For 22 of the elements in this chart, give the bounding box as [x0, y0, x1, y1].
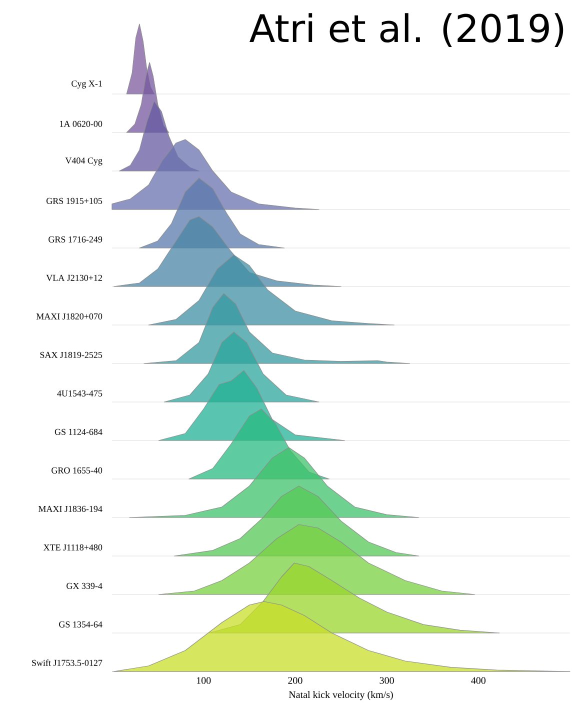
- y-axis-title: GRS 1915+105: [46, 198, 102, 204]
- y-axis-title: GRS 1716-249: [48, 236, 102, 242]
- x-axis-title: Natal kick velocity (km/s): [288, 691, 393, 700]
- y-axis-title: XTE J1118+480: [44, 544, 102, 550]
- y-axis-title: 4U1543-475: [57, 390, 102, 396]
- y-axis-title: SAX J1819-2525: [40, 352, 102, 358]
- y-axis-title: V404 Cyg: [65, 158, 102, 166]
- y-axis-title: MAXI J1820+070: [36, 313, 102, 320]
- y-axis-title: GS 1354-64: [59, 621, 102, 628]
- y-axis-title: GS 1124-684: [54, 428, 102, 435]
- y-axis-title: GRO 1655-40: [52, 467, 102, 474]
- y-axis-title: Cyg X-1: [72, 80, 102, 88]
- y-axis-title: Swift J1753.5-0127: [32, 659, 102, 666]
- y-axis-title: 1A 0620-00: [60, 120, 102, 127]
- x-tick-label: 400: [471, 677, 486, 684]
- x-tick-label: 200: [288, 677, 302, 684]
- chart-title: Atri et al. (2019): [250, 13, 564, 48]
- x-tick-label: 300: [380, 677, 394, 684]
- x-tick-label: 100: [196, 677, 211, 684]
- y-axis-title: GX 339-4: [66, 582, 102, 589]
- y-axis-title: MAXI J1836-194: [38, 506, 102, 512]
- y-axis-title: VLA J2130+12: [46, 274, 102, 281]
